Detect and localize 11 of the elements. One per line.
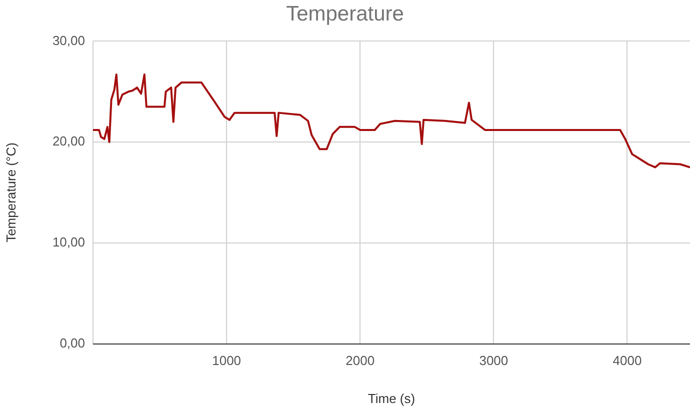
y-tick-label: 30,00 [52, 32, 85, 48]
x-tick-label: 1000 [212, 353, 242, 368]
y-tick-label: 20,00 [52, 134, 85, 149]
x-axis-title: Time (s) [368, 390, 416, 406]
y-tick-label: 0,00 [60, 335, 85, 350]
y-axis-title: Temperature (°C) [3, 142, 18, 242]
x-tick-label: 4000 [612, 353, 642, 368]
x-tick-label: 2000 [346, 353, 375, 368]
chart-title: Temperature [286, 2, 404, 26]
y-tick-label: 10,00 [52, 234, 85, 250]
x-tick-label: 3000 [479, 353, 508, 368]
